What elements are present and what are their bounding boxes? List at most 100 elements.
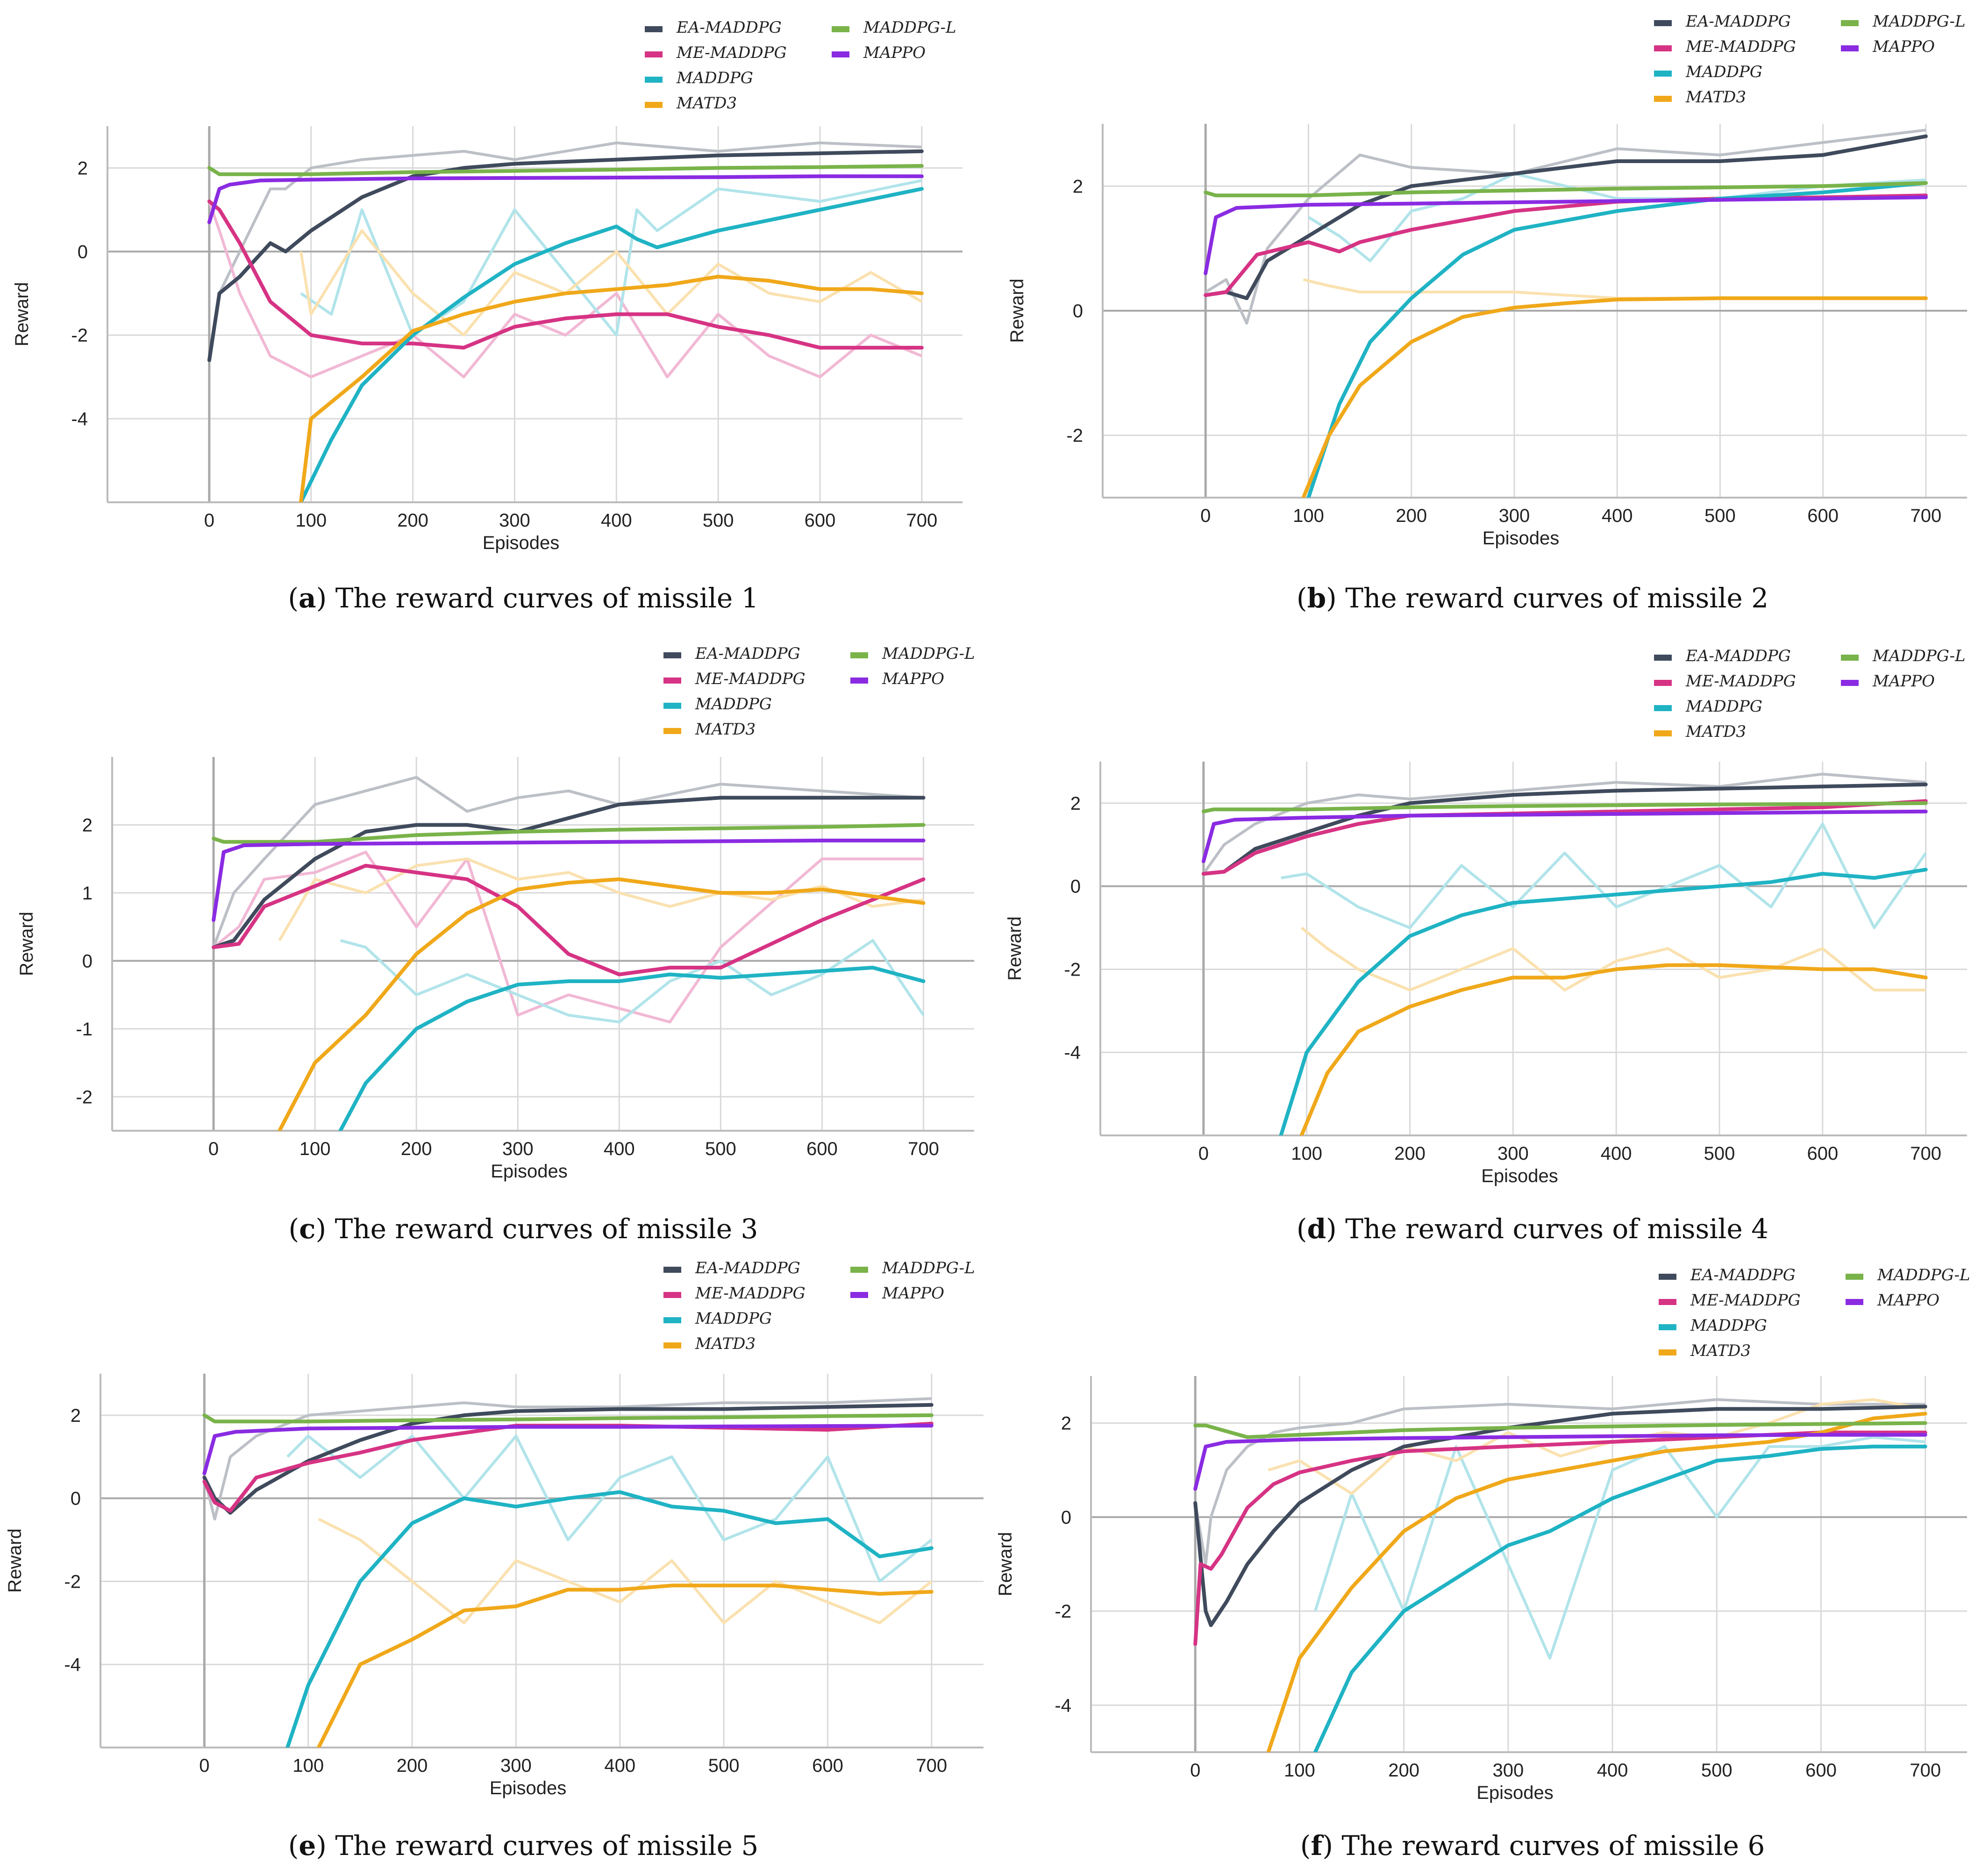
x-tick-label: 300	[499, 510, 530, 531]
raw-series-maddpg	[286, 1434, 933, 1583]
panel-e: 0 100 200 300 400 500 600 700 2 0 -2 -4 Episodes Rewa…	[5, 1259, 984, 1862]
legend-swatch-maddpg-l	[1846, 1274, 1863, 1280]
x-tick-label: 100	[299, 1139, 331, 1159]
legend-label: MADDPG	[695, 1309, 772, 1328]
legend-swatch-maddpg-l	[1841, 655, 1859, 661]
legend-label: MAPPO	[863, 43, 926, 62]
raw-series-ea-maddpg	[207, 141, 922, 361]
legend-label: EA-MADDPG	[1685, 647, 1791, 665]
legend-swatch-maddpg	[663, 703, 681, 709]
y-tick-label: -1	[76, 1019, 93, 1040]
raw-series-ea-maddpg	[1194, 1398, 1925, 1566]
y-tick-label: -2	[64, 1571, 81, 1592]
x-tick-label: 100	[295, 510, 327, 531]
x-tick-label: 600	[1807, 506, 1839, 526]
legend-swatch-maddpg-l	[850, 652, 868, 658]
x-tick-label: 0	[1190, 1760, 1200, 1781]
legend-swatch-matd3	[663, 1342, 681, 1348]
legend-swatch-matd3	[645, 102, 663, 108]
x-tick-label: 400	[1597, 1760, 1628, 1781]
x-tick-label: 200	[401, 1139, 432, 1159]
raw-series-ea-maddpg	[1205, 128, 1926, 325]
panel-caption: (e) The reward curves of missile 5	[288, 1830, 759, 1862]
x-tick-label: 700	[916, 1755, 947, 1776]
x-tick-label: 200	[1394, 1143, 1426, 1164]
legend-swatch-mappo	[1841, 680, 1859, 686]
raw-series-ea-maddpg	[203, 1397, 932, 1521]
caption-letter: (	[288, 582, 299, 614]
x-tick-label: 500	[1704, 1143, 1735, 1164]
legend-label: MAPPO	[882, 670, 944, 688]
x-tick-label: 600	[812, 1755, 843, 1776]
series-line-mappo	[1204, 195, 1928, 275]
panel-caption: (f) The reward curves of missile 6	[1300, 1830, 1765, 1862]
legend-swatch-ea-maddpg	[645, 26, 663, 32]
y-axis-title: Reward	[1005, 916, 1025, 981]
legend-label: ME-MADDPG	[676, 43, 787, 62]
legend-label: MATD3	[1690, 1341, 1751, 1360]
y-axis-title: Reward	[16, 912, 37, 976]
x-axis-title: Episodes	[1476, 1783, 1554, 1803]
y-tick-label: 1	[82, 883, 93, 904]
x-tick-label: 300	[1497, 1143, 1529, 1164]
x-tick-label: 600	[1807, 1143, 1838, 1164]
x-tick-label: 500	[708, 1755, 740, 1776]
x-tick-label: 400	[1601, 1143, 1632, 1164]
panel-caption: (c) The reward curves of missile 3	[289, 1213, 758, 1245]
legend-label: MADDPG	[676, 69, 753, 87]
series-line-maddpg	[1279, 868, 1928, 1135]
x-tick-label: 100	[292, 1755, 324, 1776]
raw-series-matd3	[318, 1518, 933, 1625]
legend-swatch-me-maddpg	[663, 678, 681, 684]
series-line-ea-maddpg	[202, 1403, 934, 1515]
legend-label: MAPPO	[882, 1284, 944, 1303]
x-tick-label: 200	[1396, 506, 1427, 526]
raw-series-matd3	[1300, 927, 1926, 991]
caption-letter: (	[1297, 1213, 1307, 1245]
raw-series-maddpg	[1307, 172, 1926, 263]
x-tick-label: 500	[705, 1139, 736, 1159]
legend-swatch-mappo	[850, 1292, 868, 1298]
x-tick-label: 400	[604, 1755, 635, 1776]
y-tick-label: 0	[1061, 1507, 1071, 1528]
panel-f: 0 100 200 300 400 500 600 700 2 0 -2 -4 Episodes Rewa…	[995, 1266, 1970, 1862]
legend-swatch-maddpg	[1659, 1324, 1676, 1330]
legend-label: ME-MADDPG	[1685, 37, 1796, 56]
x-tick-label: 0	[204, 510, 214, 531]
legend-swatch-me-maddpg	[1659, 1299, 1676, 1305]
x-tick-label: 700	[1911, 506, 1942, 526]
series-line-maddpg-l	[207, 164, 924, 176]
raw-series-matd3	[278, 857, 924, 942]
series-line-matd3	[316, 1584, 934, 1748]
x-tick-label: 700	[1910, 1143, 1941, 1164]
panel-a: 0 100 200 300 400 500 600 700 2 0 -2 -4 Episodes Rewa…	[12, 18, 962, 614]
y-tick-label: -4	[1064, 1042, 1081, 1063]
legend-label: MAPPO	[1872, 672, 1935, 691]
caption-letter-bold: f	[1311, 1830, 1324, 1862]
series-line-ea-maddpg	[1204, 134, 1928, 300]
series-line-matd3	[1301, 296, 1928, 498]
y-tick-label: -4	[1055, 1695, 1071, 1716]
caption-text: ) The reward curves of missile 4	[1326, 1213, 1768, 1245]
caption-letter-bold: a	[299, 582, 316, 614]
x-tick-label: 200	[397, 510, 428, 531]
series-line-mappo	[202, 1424, 934, 1476]
legend-swatch-mappo	[832, 51, 849, 57]
y-tick-label: 2	[1073, 176, 1083, 197]
x-tick-label: 400	[604, 1139, 635, 1159]
legend: EA-MADDPG ME-MADDPG MADDPG MATD3 MADDPG-L MAP…	[1659, 1266, 1970, 1360]
series-line-ea-maddpg	[1201, 782, 1928, 876]
caption-text: ) The reward curves of missile 3	[316, 1213, 758, 1245]
y-axis-title: Reward	[12, 282, 32, 347]
legend: EA-MADDPG ME-MADDPG MADDPG MATD3 MADDPG-L MAP…	[1654, 647, 1966, 741]
raw-series-matd3	[1303, 278, 1926, 300]
series-line-maddpg	[338, 965, 926, 1131]
x-axis-title: Episodes	[491, 1161, 568, 1182]
series-line-maddpg-l	[212, 823, 926, 844]
legend-label: ME-MADDPG	[695, 1284, 806, 1303]
y-axis-title: Reward	[5, 1528, 25, 1593]
x-tick-label: 300	[1499, 506, 1530, 526]
series-line-matd3	[1299, 963, 1928, 1135]
plot-area	[1201, 772, 1928, 1135]
legend-swatch-mappo	[850, 678, 868, 684]
